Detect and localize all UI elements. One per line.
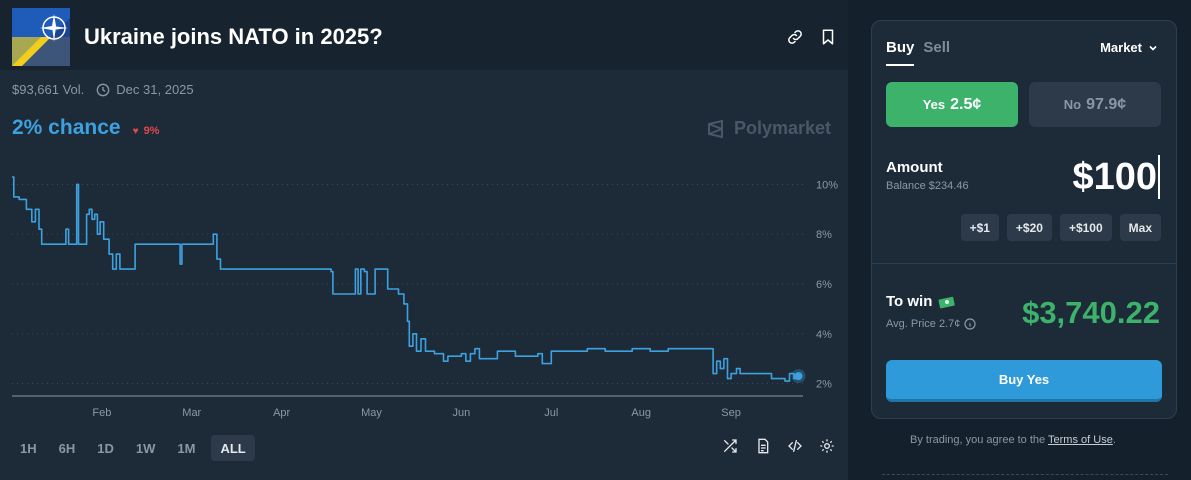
x-tick-label: Feb bbox=[92, 407, 111, 419]
to-win-value: $3,740.22 bbox=[1022, 295, 1160, 330]
terms-notice: By trading, you agree to the Terms of Us… bbox=[910, 434, 1116, 446]
price-chart: 10% 8% 6% 4% 2% Feb Mar Apr May Jun Jul Aug Sep bbox=[12, 176, 838, 419]
chevron-down-icon bbox=[1149, 45, 1157, 51]
y-tick-label: 8% bbox=[816, 229, 832, 241]
chance-value: 2% chance bbox=[12, 116, 121, 139]
heart-down-icon: ♥ bbox=[132, 126, 139, 137]
settings-gear-icon[interactable] bbox=[819, 438, 837, 456]
yes-label: Yes bbox=[922, 97, 946, 112]
market-header: Ukraine joins NATO in 2025? bbox=[0, 0, 848, 70]
trade-tabs: Buy Sell bbox=[886, 39, 959, 66]
chance-row: 2% chance ♥ 9% bbox=[12, 116, 159, 140]
market-meta: $93,661 Vol. Dec 31, 2025 bbox=[12, 82, 194, 97]
polymarket-watermark: Polymarket bbox=[706, 118, 831, 139]
no-price: 97.9¢ bbox=[1086, 95, 1127, 113]
range-1w-button[interactable]: 1W bbox=[135, 440, 156, 456]
x-tick-label: Jun bbox=[453, 407, 471, 419]
max-button[interactable]: Max bbox=[1119, 214, 1161, 241]
amount-input[interactable]: $100 bbox=[1072, 155, 1160, 199]
no-label: No bbox=[1063, 97, 1082, 112]
time-range-selector: 1H 6H 1D 1W 1M ALL bbox=[14, 435, 265, 461]
range-1m-button[interactable]: 1M bbox=[177, 440, 196, 456]
range-all-button[interactable]: ALL bbox=[211, 435, 255, 461]
tab-buy[interactable]: Buy bbox=[886, 39, 915, 66]
x-tick-label: Jul bbox=[544, 407, 558, 419]
embed-code-icon[interactable] bbox=[787, 438, 805, 456]
terms-prefix: By trading, you agree to the bbox=[910, 434, 1046, 446]
market-image bbox=[12, 8, 70, 66]
change-value: 9% bbox=[143, 125, 160, 137]
y-tick-label: 4% bbox=[816, 329, 832, 341]
add-20-button[interactable]: +$20 bbox=[1006, 214, 1052, 241]
amount-label: Amount bbox=[886, 159, 943, 176]
range-6h-button[interactable]: 6H bbox=[58, 440, 76, 456]
divider bbox=[882, 474, 1168, 475]
balance: Balance $234.46 bbox=[886, 180, 969, 192]
yes-outcome-button[interactable]: Yes 2.5¢ bbox=[886, 82, 1018, 127]
order-type-label: Market bbox=[1100, 40, 1142, 55]
x-tick-label: Apr bbox=[273, 407, 290, 419]
avg-price: Avg. Price 2.7¢ bbox=[886, 318, 977, 330]
buy-yes-button[interactable]: Buy Yes bbox=[886, 360, 1162, 402]
y-tick-label: 6% bbox=[816, 279, 832, 291]
avg-price-text: Avg. Price 2.7¢ bbox=[886, 318, 961, 330]
volume: $93,661 Vol. bbox=[12, 82, 85, 97]
info-icon[interactable] bbox=[964, 318, 977, 330]
range-1h-button[interactable]: 1H bbox=[20, 440, 37, 456]
to-win-label: To win bbox=[886, 293, 956, 310]
x-tick-label: May bbox=[361, 407, 382, 419]
order-type-dropdown[interactable]: Market bbox=[1100, 40, 1158, 55]
series-line bbox=[12, 176, 800, 382]
market-title: Ukraine joins NATO in 2025? bbox=[84, 24, 383, 49]
x-tick-label: Mar bbox=[182, 407, 201, 419]
quick-amount-buttons: +$1 +$20 +$100 Max bbox=[953, 214, 1161, 241]
link-icon[interactable] bbox=[786, 28, 806, 48]
y-tick-label: 2% bbox=[816, 379, 832, 391]
watermark-text: Polymarket bbox=[734, 118, 832, 138]
no-outcome-button[interactable]: No 97.9¢ bbox=[1029, 82, 1161, 127]
add-1-button[interactable]: +$1 bbox=[960, 214, 999, 241]
market-panel: Ukraine joins NATO in 2025? $93,661 Vol.… bbox=[0, 0, 848, 480]
add-100-button[interactable]: +$100 bbox=[1059, 214, 1112, 241]
money-icon bbox=[938, 296, 956, 308]
range-1d-button[interactable]: 1D bbox=[97, 440, 114, 456]
last-point-marker bbox=[794, 372, 803, 381]
terms-of-use-link[interactable]: Terms of Use bbox=[1048, 434, 1113, 446]
clock-icon bbox=[96, 83, 110, 96]
document-icon[interactable] bbox=[755, 438, 773, 456]
x-tick-label: Sep bbox=[721, 407, 741, 419]
change-badge: ♥ 9% bbox=[133, 125, 160, 137]
yes-price: 2.5¢ bbox=[950, 95, 982, 113]
bookmark-icon[interactable] bbox=[819, 28, 839, 48]
x-tick-label: Aug bbox=[631, 407, 651, 419]
end-date: Dec 31, 2025 bbox=[116, 82, 194, 97]
tab-sell[interactable]: Sell bbox=[923, 39, 951, 56]
terms-suffix: . bbox=[1112, 434, 1116, 446]
trade-panel: Buy Sell Market Yes 2.5¢ No 97.9¢ Amount… bbox=[871, 20, 1177, 419]
to-win-text: To win bbox=[886, 293, 933, 310]
polymarket-logo-icon bbox=[708, 119, 723, 138]
y-tick-label: 10% bbox=[816, 179, 838, 191]
shuffle-icon[interactable] bbox=[722, 438, 740, 456]
divider bbox=[872, 263, 1176, 264]
